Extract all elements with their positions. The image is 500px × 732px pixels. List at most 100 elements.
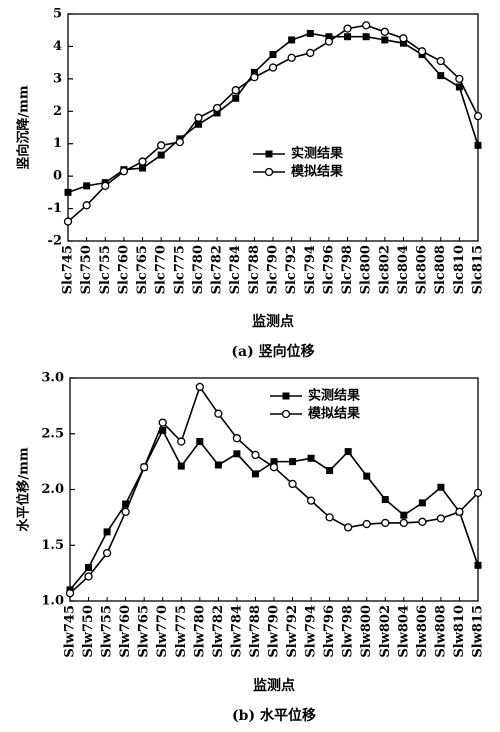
y-tick-label: 3.0 [41,371,64,386]
marker [251,450,260,460]
marker [157,141,166,150]
x-tick-label: Slw755 [100,605,115,658]
marker [281,409,291,419]
marker [437,72,445,80]
y-tick-label: -1 [48,201,62,216]
marker [362,519,371,529]
x-tick-label: Slw765 [137,605,152,658]
marker [381,518,390,528]
marker [63,217,73,226]
marker [270,458,278,466]
marker [268,63,278,72]
x-tick-label: Slc792 [284,245,299,294]
marker [474,561,482,569]
x-tick-label: Slc770 [154,245,169,294]
marker [455,83,463,91]
legend-label: 实测结果 [291,146,343,162]
x-tick-label: Slw782 [211,605,226,658]
x-tick-label: Slw792 [285,605,300,658]
marker [363,472,371,480]
x-tick-label: Slw780 [192,605,207,658]
marker [251,470,259,478]
x-tick-label: Slw798 [341,605,356,658]
marker [231,86,240,95]
x-tick-label: Slc775 [172,245,187,294]
marker [103,528,111,536]
x-tick-label: Slc794 [303,245,318,294]
marker [306,496,316,505]
x-tick-label: Slc760 [116,245,131,294]
marker [269,463,279,472]
marker [381,36,389,44]
marker [437,483,445,491]
marker [140,463,149,472]
x-tick-label: Slw794 [304,605,319,658]
marker [250,68,258,76]
marker [175,137,184,147]
marker [343,24,352,33]
marker [455,74,464,84]
marker [102,548,112,558]
marker [269,51,277,59]
marker [139,164,147,172]
x-tick-label: Slc800 [359,245,374,294]
series-line [69,428,479,591]
marker [177,437,186,446]
marker [232,434,242,443]
x-tick-label: Slc815 [471,245,486,294]
y-tick-label: 5 [53,7,62,22]
marker [121,507,130,516]
marker [474,141,482,149]
x-tick-label: Slw788 [248,605,263,658]
marker [157,151,165,159]
x-tick-label: Slw760 [118,605,133,658]
caption: (a) 竖向位移 [231,343,314,360]
x-tick-label: Slc804 [396,245,411,294]
x-tick-label: Slc765 [135,245,150,294]
marker [418,499,426,507]
marker [288,479,297,489]
y-tick-label: -2 [48,234,62,249]
legend-label: 模拟结果 [291,164,343,180]
x-tick-label: Slw796 [322,605,337,658]
x-tick-label: Slw784 [229,605,244,658]
marker [399,39,407,47]
marker [195,382,204,392]
marker [232,94,240,102]
x-tick-label: Slc780 [191,245,206,294]
y-tick-label: 3 [53,71,62,86]
marker [212,103,222,113]
marker [288,36,296,44]
marker [380,27,389,36]
marker [306,48,315,58]
caption: (b) 水平位移 [232,707,316,724]
marker [325,513,334,522]
marker [83,182,91,190]
marker [214,461,222,469]
x-tick-label: Slc745 [61,245,76,294]
marker [326,467,334,475]
marker [265,150,273,158]
marker [307,454,315,462]
marker [344,523,353,532]
marker [455,507,464,516]
y-tick-label: 0 [53,169,62,184]
x-tick-label: Slw750 [81,605,96,658]
marker [82,201,91,210]
x-tick-label: Slw745 [63,605,78,658]
x-tick-label: Slc798 [340,245,355,294]
x-tick-label: Slc810 [452,245,467,294]
x-tick-label: Slw810 [452,605,467,658]
x-tick-label: Slc808 [433,245,448,294]
marker [381,496,389,504]
marker [473,112,483,121]
x-tick-label: Slw770 [155,605,170,658]
x-tick-label: Slc755 [98,245,113,294]
x-tick-label: Slw815 [471,605,486,658]
x-tick-label: Slw790 [267,605,282,658]
marker [158,418,167,427]
y-tick-label: 1.5 [41,538,64,553]
marker [233,450,241,458]
marker [159,426,167,434]
